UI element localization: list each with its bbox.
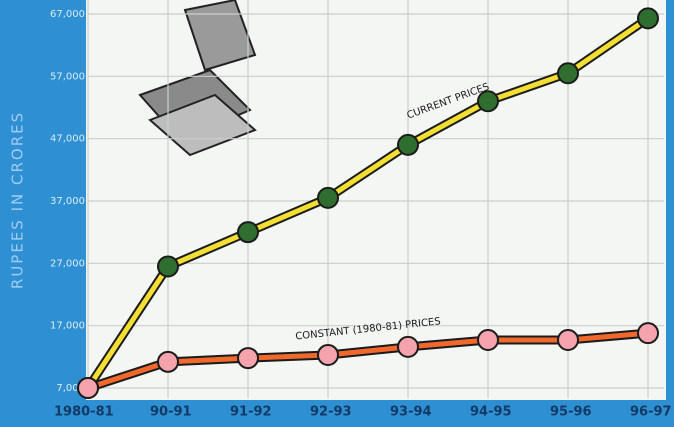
- point: [477, 90, 499, 113]
- y-tick-label: 27,000: [50, 258, 85, 269]
- point: [637, 7, 659, 30]
- money-stack: [183, 0, 257, 72]
- x-tick-label: 93-94: [390, 405, 432, 420]
- point: [557, 329, 579, 352]
- point: [397, 133, 419, 156]
- money-stack: [148, 93, 257, 157]
- point: [237, 221, 259, 244]
- y-tick-label: 37,000: [50, 196, 85, 207]
- x-tick-label: 91-92: [230, 405, 272, 420]
- x-tick-label: 94-95: [470, 405, 512, 420]
- point: [637, 322, 659, 345]
- point: [237, 347, 259, 370]
- x-tick-label: 1980-81: [54, 405, 114, 420]
- y-tick-label: 57,000: [50, 71, 85, 82]
- x-tick-label: 95-96: [550, 405, 592, 420]
- point: [397, 335, 419, 358]
- point: [317, 343, 339, 366]
- point: [477, 329, 499, 352]
- point: [557, 62, 579, 85]
- point: [77, 377, 99, 399]
- y-tick-label: 47,000: [50, 134, 85, 145]
- y-tick-label: 67,000: [50, 9, 85, 20]
- x-tick-label: 92-93: [310, 405, 352, 420]
- point: [157, 350, 179, 373]
- x-tick-label: 96-97: [630, 405, 672, 420]
- point: [157, 255, 179, 278]
- y-axis-label: RUPEES IN CRORES: [9, 111, 27, 289]
- y-tick-label: 17,000: [50, 321, 85, 332]
- series-line: [87, 330, 649, 391]
- point: [317, 186, 339, 209]
- series-line: [85, 16, 650, 390]
- x-tick-label: 90-91: [150, 405, 192, 420]
- y-tick-label: 7,000: [56, 383, 85, 394]
